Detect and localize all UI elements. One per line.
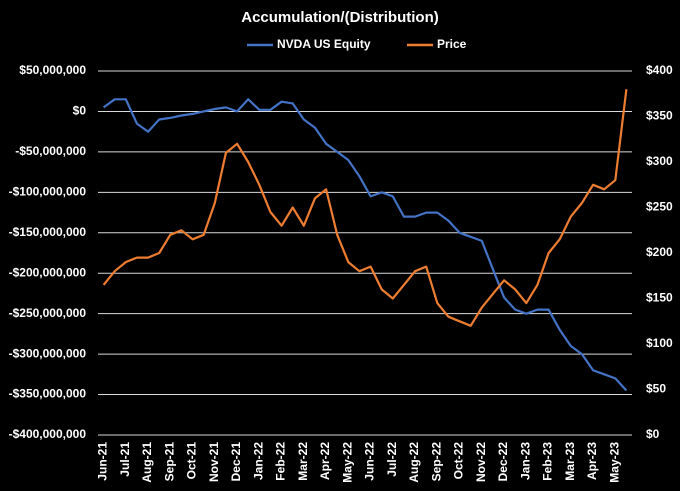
x-tick-label: Jun-22 [363, 442, 377, 481]
series-line [102, 98, 628, 392]
x-tick-label: May-23 [607, 442, 621, 483]
x-tick-label: Dec-21 [229, 442, 243, 482]
y2-tick-label: $50 [646, 382, 666, 396]
x-tick-label: Sep-22 [429, 442, 443, 482]
x-tick-label: Jul-22 [385, 442, 399, 477]
x-tick-label: Jan-23 [518, 442, 532, 480]
x-tick-label: Dec-22 [496, 442, 510, 482]
y-tick-label: $0 [73, 104, 87, 118]
x-tick-label: Feb-23 [541, 442, 555, 481]
y2-tick-label: $400 [646, 63, 673, 77]
x-tick-label: Oct-22 [452, 442, 466, 480]
y-tick-label: -$300,000,000 [9, 346, 87, 360]
legend-label: NVDA US Equity [277, 37, 371, 51]
x-tick-label: Aug-22 [407, 442, 421, 483]
y-tick-label: -$200,000,000 [9, 265, 87, 279]
x-tick-label: Mar-23 [563, 442, 577, 481]
x-tick-label: Jan-22 [251, 442, 265, 480]
y-tick-label: -$50,000,000 [15, 144, 86, 158]
y2-tick-label: $100 [646, 336, 673, 350]
y2-tick-label: $0 [646, 427, 660, 441]
y2-tick-label: $300 [646, 154, 673, 168]
x-tick-label: Feb-22 [274, 442, 288, 481]
y-tick-label: -$100,000,000 [9, 185, 87, 199]
x-tick-label: Apr-23 [585, 442, 599, 480]
y-tick-label: -$400,000,000 [9, 427, 87, 441]
y-tick-label: -$250,000,000 [9, 306, 87, 320]
y-tick-label: $50,000,000 [19, 63, 86, 77]
y2-tick-label: $200 [646, 245, 673, 259]
x-tick-label: Jun-21 [96, 442, 110, 481]
x-tick-label: Mar-22 [296, 442, 310, 481]
x-tick-label: Apr-22 [318, 442, 332, 480]
y2-tick-label: $250 [646, 200, 673, 214]
legend-label: Price [437, 37, 467, 51]
x-tick-label: Nov-22 [474, 442, 488, 482]
y-tick-label: -$150,000,000 [9, 225, 87, 239]
series-line [102, 89, 628, 327]
y2-tick-label: $150 [646, 291, 673, 305]
y-tick-label: -$350,000,000 [9, 387, 87, 401]
y2-tick-label: $350 [646, 109, 673, 123]
x-tick-label: Jul-21 [118, 442, 132, 477]
x-tick-label: Nov-21 [207, 442, 221, 482]
x-tick-label: Sep-21 [162, 442, 176, 482]
x-tick-label: Aug-21 [140, 442, 154, 483]
x-tick-label: May-22 [340, 442, 354, 483]
chart-title: Accumulation/(Distribution) [241, 9, 439, 26]
x-tick-label: Oct-21 [185, 442, 199, 480]
